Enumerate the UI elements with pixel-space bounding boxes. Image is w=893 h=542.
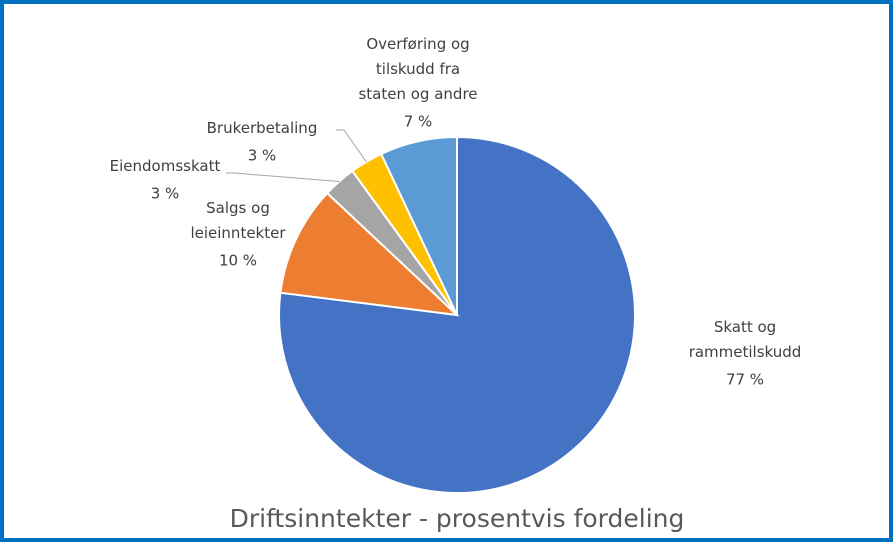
- category-label: Brukerbetaling: [207, 119, 318, 137]
- chart-title: Driftsinntekter - prosentvis fordeling: [230, 504, 685, 533]
- category-label: Overføring og tilskudd fra staten og andre: [358, 35, 477, 103]
- pie-slice: [279, 191, 460, 317]
- value-label: 77 %: [726, 371, 764, 389]
- leader-line: [226, 172, 340, 182]
- pie-slice: [379, 135, 458, 316]
- pie-slice: [278, 135, 636, 494]
- leader-line: [336, 129, 367, 163]
- value-label: 10 %: [219, 252, 257, 270]
- category-label: Eiendomsskatt: [110, 157, 221, 175]
- category-label: Skatt og rammetilskudd: [689, 318, 802, 361]
- value-label: 3 %: [151, 185, 180, 203]
- value-label: 3 %: [248, 147, 277, 165]
- value-label: 7 %: [404, 113, 433, 131]
- category-label: Salgs og leieinntekter: [190, 199, 286, 242]
